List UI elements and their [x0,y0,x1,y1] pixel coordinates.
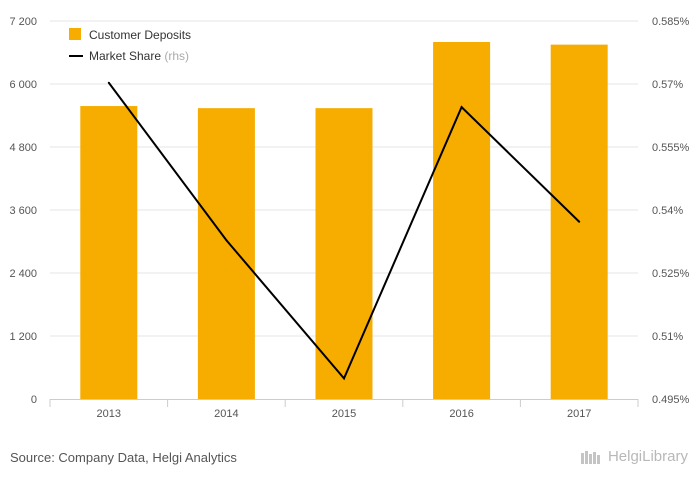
y-left-tick-label: 3 600 [9,205,37,217]
y-right-tick-label: 0.555% [652,142,690,154]
brand-logo: HelgiLibrary [580,448,688,465]
library-icon [580,450,600,464]
y-right-tick-label: 0.525% [652,268,690,280]
bar-customer-deposits [197,108,255,400]
line-market-share-point [578,220,581,223]
y-left-tick-label: 2 400 [9,268,37,280]
bar-customer-deposits [433,42,491,399]
y-right-tick-label: 0.585% [652,16,690,28]
y-right-tick-label: 0.495% [652,394,690,406]
source-note: Source: Company Data, Helgi Analytics [10,450,237,465]
chart: 0 1 200 2 400 3 600 4 800 6 000 7 200 0.495% 0.5… [9,16,690,420]
x-tick-label: 2017 [567,408,591,420]
bar-customer-deposits [80,106,138,400]
legend-suffix-rhs: (rhs) [164,49,189,63]
y-right-tick-label: 0.57% [652,79,683,91]
line-market-share-point [107,81,110,84]
y-right-tick-label: 0.51% [652,331,683,343]
x-tick-label: 2015 [332,408,356,420]
x-tick-label: 2013 [97,408,121,420]
y-left-tick-label: 0 [31,394,37,406]
bar-customer-deposits [315,108,373,400]
line-market-share-point [343,377,345,380]
legend-label-customer-deposits: Customer Deposits [89,28,191,42]
legend-swatch-customer-deposits [69,28,81,40]
y-left-tick-label: 4 800 [9,142,37,154]
brand-name: HelgiLibrary [607,448,688,465]
line-market-share-point [225,239,228,242]
y-left-tick-label: 1 200 [9,331,37,343]
y-left-tick-label: 6 000 [9,79,37,91]
legend-label-market-share: Market Share (rhs) [89,49,189,63]
y-right-tick-label: 0.54% [652,205,683,217]
line-market-share-point [460,106,463,109]
y-left-tick-label: 7 200 [9,16,37,28]
x-tick-label: 2016 [449,408,473,420]
x-tick-label: 2014 [214,408,238,420]
